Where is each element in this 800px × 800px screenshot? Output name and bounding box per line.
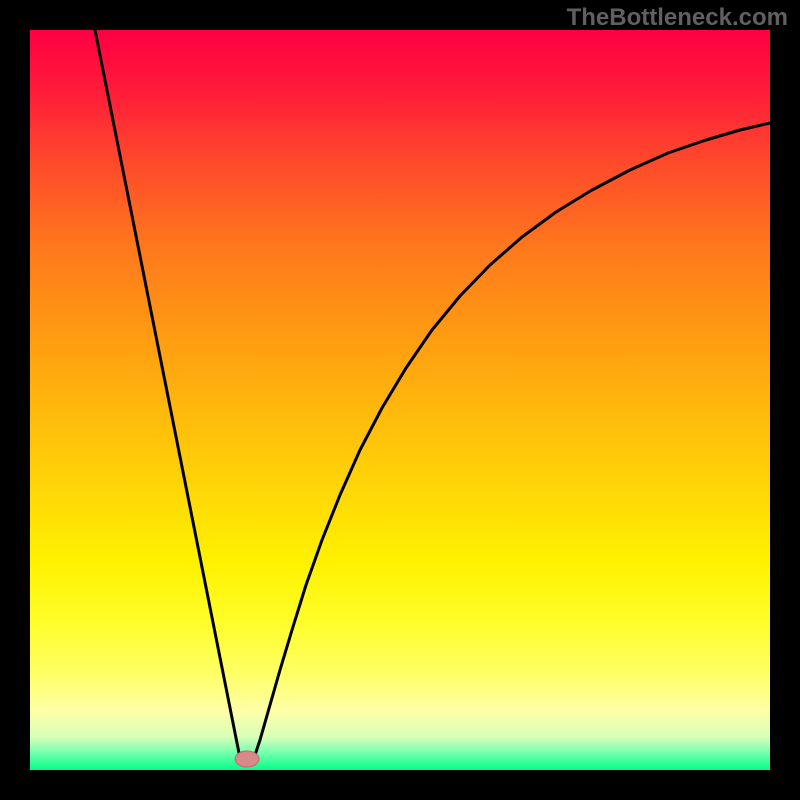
bottleneck-v-curve (30, 30, 770, 770)
curve-left-branch (95, 30, 240, 758)
curve-right-branch (254, 123, 770, 758)
watermark-text: TheBottleneck.com (567, 4, 788, 32)
optimal-point-marker (235, 751, 259, 767)
plot-area (30, 30, 770, 770)
